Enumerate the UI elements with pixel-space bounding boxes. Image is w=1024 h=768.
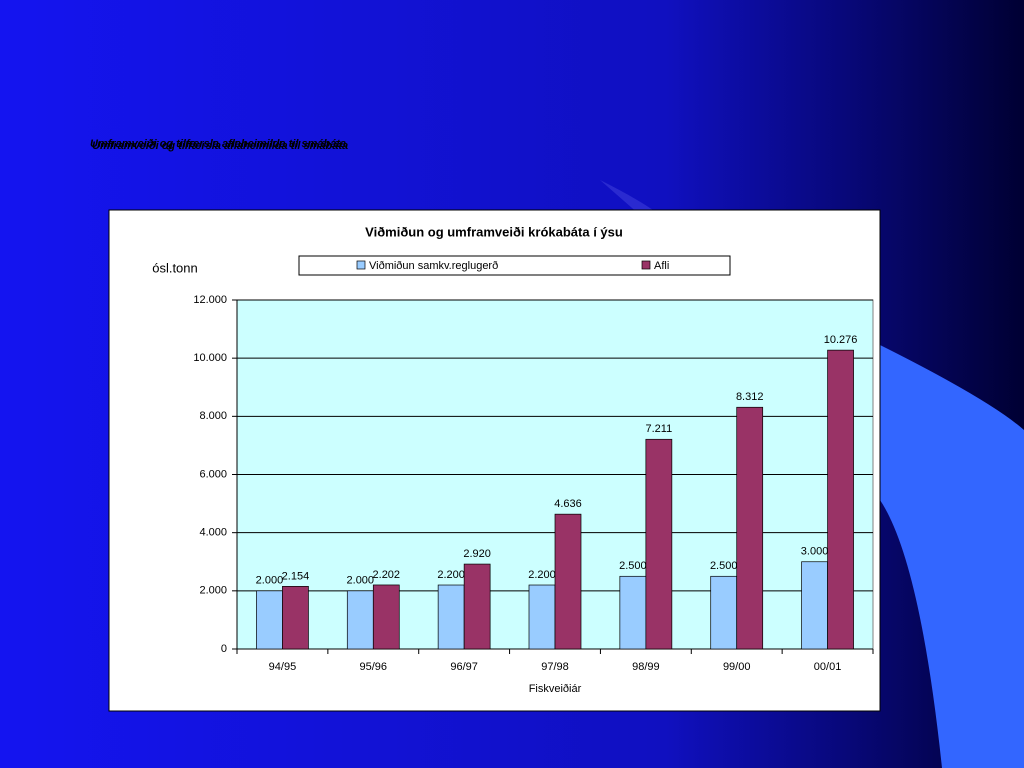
decor-shape <box>880 345 1024 768</box>
bar <box>346 590 374 650</box>
value-label: 2.200 <box>437 569 465 581</box>
bar <box>372 584 400 650</box>
bar <box>282 586 309 650</box>
bar <box>827 349 854 650</box>
x-tick-label: 99/00 <box>723 661 751 673</box>
bar <box>528 584 556 650</box>
bar <box>736 406 764 650</box>
bar <box>710 575 738 650</box>
x-tick-label: 95/96 <box>360 661 388 673</box>
y-tick-label: 6.000 <box>199 468 227 480</box>
value-label: 3.000 <box>801 546 829 558</box>
value-label: 10.276 <box>824 334 858 346</box>
y-tick-label: 2.000 <box>199 585 227 597</box>
bar <box>619 575 647 650</box>
bar <box>256 590 283 650</box>
bar <box>437 584 465 650</box>
y-tick-label: 10.000 <box>193 352 227 364</box>
legend-label: Afli <box>654 260 669 272</box>
y-tick-label: 8.000 <box>199 410 227 422</box>
bar <box>645 438 673 650</box>
x-tick-label: 94/95 <box>269 661 297 673</box>
y-tick-label: 0 <box>221 643 227 655</box>
value-label: 7.211 <box>645 423 672 435</box>
x-axis-label: Fiskveiðiár <box>529 683 582 695</box>
y-tick-label: 12.000 <box>193 294 227 306</box>
y-axis-label: ósl.tonn <box>152 260 198 275</box>
decor-shape <box>600 180 660 215</box>
value-label: 4.636 <box>554 498 582 510</box>
bar <box>463 563 491 650</box>
value-label: 8.312 <box>736 391 764 403</box>
value-label: 2.000 <box>256 575 284 587</box>
value-label: 2.154 <box>282 570 310 582</box>
value-label: 2.920 <box>463 548 491 560</box>
value-label: 2.000 <box>347 575 375 587</box>
value-label: 2.200 <box>528 569 556 581</box>
value-label: 2.202 <box>373 569 401 581</box>
bar <box>801 561 828 650</box>
x-tick-label: 00/01 <box>814 661 842 673</box>
x-tick-label: 97/98 <box>541 661 569 673</box>
legend <box>298 255 731 276</box>
x-tick-label: 98/99 <box>632 661 660 673</box>
y-tick-label: 4.000 <box>199 527 227 539</box>
x-tick-label: 96/97 <box>450 661 478 673</box>
slide-title: Umframveiði og tilfærsla aflaheimilda ti… <box>90 138 346 150</box>
bar <box>554 513 582 650</box>
legend-swatch <box>641 260 651 270</box>
value-label: 2.500 <box>619 560 647 572</box>
legend-label: Viðmiðun samkv.reglugerð <box>369 260 498 272</box>
legend-swatch <box>356 260 366 270</box>
value-label: 2.500 <box>710 560 738 572</box>
chart-title: Viðmiðun og umframveiði krókabáta í ýsu <box>365 224 623 239</box>
